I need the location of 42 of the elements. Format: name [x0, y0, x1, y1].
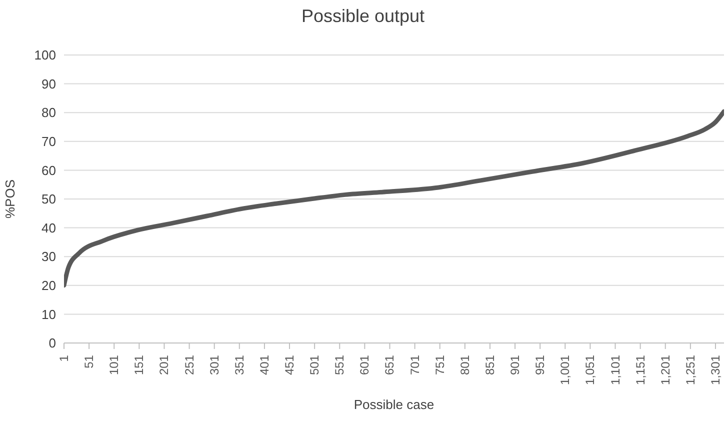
x-axis-title: Possible case: [354, 397, 434, 412]
x-tick-label: 1,301: [708, 354, 722, 386]
x-tick-label: 501: [308, 354, 322, 376]
chart-title: Possible output: [300, 6, 426, 27]
y-tick-label: 40: [42, 220, 56, 236]
x-tick-label: 851: [482, 354, 497, 376]
y-tick-label: 10: [42, 306, 56, 322]
y-tick-label: 80: [42, 105, 56, 120]
y-axis-title: %POS: [2, 179, 18, 219]
y-tick-label: 90: [42, 76, 56, 92]
y-tick-label: 60: [42, 162, 56, 178]
x-tick-label: 1,151: [633, 354, 648, 386]
x-tick-label: 751: [432, 354, 447, 376]
x-tick-label: 701: [408, 354, 422, 376]
x-tick-label: 101: [107, 354, 122, 376]
x-tick-label: 551: [332, 354, 347, 376]
y-tick-label: 100: [34, 48, 56, 63]
x-tick-label: 301: [207, 354, 222, 376]
line-series: [64, 109, 724, 288]
x-tick-label: 1,201: [658, 354, 672, 386]
x-tick-label: 451: [282, 354, 297, 376]
x-tick-label: 1,101: [608, 354, 622, 386]
x-tick-label: 1,251: [683, 354, 698, 386]
y-tick-label: 70: [42, 134, 56, 150]
x-tick-label: 1: [57, 354, 71, 362]
y-tick-label: 20: [42, 278, 56, 294]
y-tick-label: 50: [42, 192, 56, 207]
x-tick-label: 351: [232, 354, 246, 376]
x-tick-label: 201: [157, 354, 172, 376]
x-tick-label: 601: [358, 354, 372, 376]
y-tick-label: 30: [42, 249, 56, 264]
x-tick-label: 651: [382, 354, 397, 376]
x-tick-label: 151: [132, 354, 146, 376]
y-tick-label: 0: [48, 336, 56, 351]
x-tick-label: 1,001: [558, 354, 572, 386]
x-tick-label: 901: [508, 354, 522, 376]
x-tick-label: 51: [82, 354, 96, 368]
x-tick-label: 951: [533, 354, 548, 376]
x-tick-label: 801: [458, 354, 472, 376]
x-tick-label: 251: [182, 354, 196, 376]
x-tick-label: 401: [257, 354, 272, 376]
x-tick-label: 1,051: [583, 354, 598, 386]
